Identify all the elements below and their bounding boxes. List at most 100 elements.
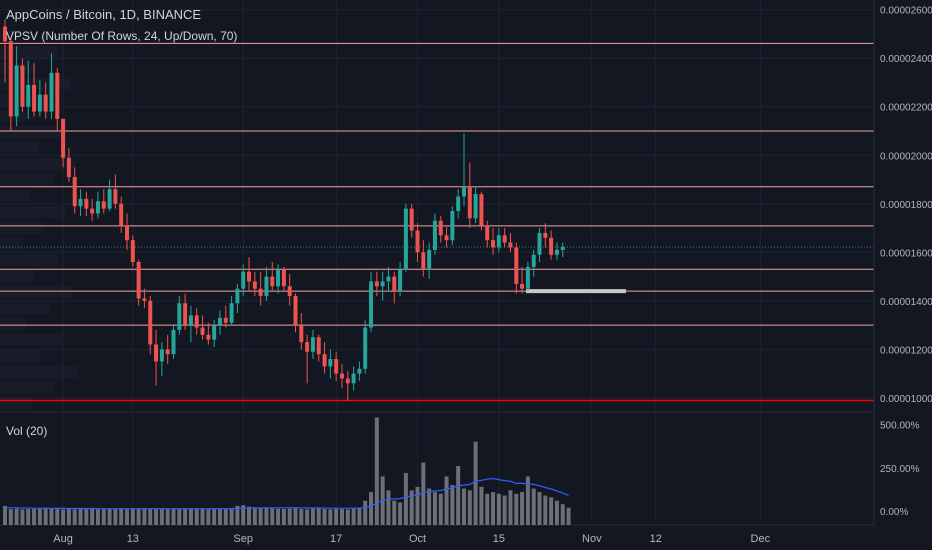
candle-body: [467, 186, 472, 219]
time-tick-label: Oct: [409, 533, 426, 545]
price-axis[interactable]: 0.00002600 0.00002400 0.00002200 0.00002000…: [873, 0, 932, 550]
candle-body: [148, 300, 153, 345]
volume-profile-row: [0, 46, 57, 58]
volume-bar: [136, 509, 141, 525]
candle-body: [392, 276, 397, 292]
volume-bar: [386, 490, 391, 525]
candle-body: [531, 254, 536, 267]
price-axis-bg: [874, 0, 932, 550]
volume-bar: [357, 508, 362, 525]
candle-body: [456, 196, 461, 212]
volume-bar: [339, 509, 344, 525]
volume-bar: [549, 497, 554, 525]
volume-bar: [241, 505, 246, 525]
candle-body: [154, 344, 159, 362]
volume-bar: [171, 508, 176, 525]
volume-bar: [508, 490, 513, 525]
indicator-label[interactable]: VPSV (Number Of Rows, 24, Up/Down, 70): [6, 29, 238, 43]
volume-bar: [37, 508, 42, 525]
volume-profile-row: [0, 190, 30, 202]
volume-bar: [502, 495, 507, 525]
volume-bar: [520, 492, 525, 525]
volume-bar: [461, 488, 466, 525]
candle-body: [421, 252, 426, 270]
volume-profile-row: [0, 270, 35, 282]
candle-body: [229, 303, 234, 323]
volume-profile-row: [0, 318, 26, 330]
volume-bar: [188, 508, 193, 525]
volume-bar: [101, 509, 106, 525]
volume-bar: [165, 509, 170, 525]
volume-profile-row: [0, 350, 40, 362]
volume-bar: [566, 507, 571, 525]
volume-bar: [264, 508, 269, 525]
candle-body: [357, 368, 362, 374]
volume-bar: [72, 509, 77, 525]
volume-bar: [49, 508, 54, 525]
volume-bar: [20, 509, 25, 525]
volume-bar: [61, 509, 66, 525]
volume-bar: [206, 509, 211, 525]
time-axis[interactable]: Aug 13 Sep 17 Oct 15 Nov 12 Dec: [53, 533, 770, 545]
volume-profile-row: [0, 158, 76, 170]
volume-profile-row: [0, 334, 63, 346]
candle-body: [514, 247, 519, 284]
volume-bar: [3, 505, 7, 525]
price-tick-label: 0.00002000: [880, 151, 932, 162]
volume-bar: [90, 509, 95, 525]
volume-bar: [183, 508, 188, 525]
candle-body: [491, 240, 496, 248]
volume-bar: [415, 486, 420, 525]
candle-body: [130, 240, 135, 263]
volume-bar: [345, 509, 350, 525]
volume-bar: [8, 509, 13, 525]
volume-bar: [217, 508, 222, 525]
candle-body: [212, 325, 217, 340]
candle-body: [206, 334, 211, 340]
candle-body: [177, 303, 182, 330]
volume-profile-row: [0, 382, 54, 394]
candle-body: [508, 242, 513, 248]
candle-body: [241, 271, 246, 289]
volume-profile-row: [0, 238, 21, 250]
volume-bar: [130, 508, 135, 525]
candle-body: [8, 41, 13, 117]
candle-body: [328, 359, 333, 367]
candle-body: [165, 349, 170, 355]
volume-profile-row: [0, 366, 77, 378]
volume-bar: [229, 508, 234, 525]
volume-bar: [403, 472, 408, 525]
candle-body: [339, 373, 344, 379]
volume-bar: [392, 500, 397, 525]
candle-body: [560, 246, 565, 250]
candle-body: [223, 317, 228, 323]
volume-bar: [328, 509, 333, 525]
volume-bar: [427, 488, 432, 525]
candle-body: [525, 266, 530, 289]
candle-body: [49, 72, 54, 112]
volume-bar: [467, 490, 472, 525]
candle-body: [183, 303, 188, 326]
volume-bar: [554, 500, 559, 525]
candle-body: [258, 288, 263, 296]
candle-body: [78, 198, 83, 207]
candle-body: [194, 315, 199, 328]
candle-body: [438, 220, 443, 236]
volume-bar: [43, 507, 48, 525]
candle-body: [188, 315, 193, 326]
volume-profile-row: [0, 126, 62, 138]
candle-body: [66, 157, 71, 178]
candle-body: [90, 208, 95, 214]
volume-bar: [432, 492, 437, 525]
candle-body: [119, 203, 124, 226]
volume-bar: [496, 493, 501, 525]
candle-body: [543, 232, 548, 238]
candle-body: [549, 237, 554, 255]
horizontal-levels[interactable]: 0.000024610.000021000.000018700.00001709…: [0, 35, 930, 409]
volume-bar: [322, 509, 327, 525]
volume-profile-row: [0, 174, 53, 186]
candle-body: [125, 225, 130, 241]
volume-pane-label[interactable]: Vol (20): [6, 424, 48, 438]
volume-bar: [258, 507, 263, 525]
